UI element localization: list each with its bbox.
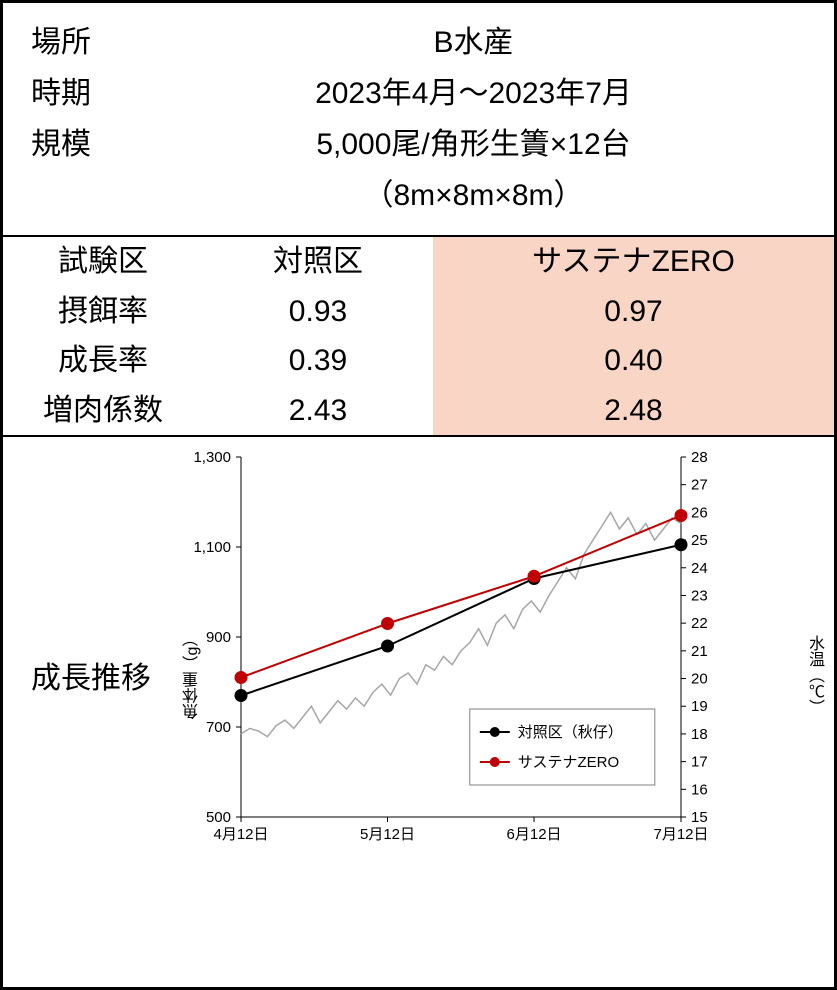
table-row: 摂餌率 0.93 0.97 [3,287,834,337]
table-row: 増肉係数 2.43 2.48 [3,386,834,436]
svg-text:700: 700 [206,719,231,736]
table-header-c: サステナZERO [433,237,834,287]
svg-text:18: 18 [691,726,708,743]
svg-text:17: 17 [691,754,708,771]
svg-text:900: 900 [206,629,231,646]
svg-text:19: 19 [691,698,708,715]
row0-a: 摂餌率 [3,287,203,337]
svg-text:22: 22 [691,615,708,632]
row0-c: 0.97 [433,287,834,337]
info-value-period: 2023年4月～2023年7月 [181,68,806,119]
svg-text:25: 25 [691,532,708,549]
data-table: 試験区 対照区 サステナZERO 摂餌率 0.93 0.97 成長率 0.39 … [3,237,834,437]
right-axis-title: 水温（℃） [802,635,826,715]
info-block: 場所 B水産 時期 2023年4月～2023年7月 規模 5,000尾/角形生簀… [3,3,834,237]
svg-text:21: 21 [691,643,708,660]
svg-text:500: 500 [206,809,231,826]
info-value-location: B水産 [181,17,806,68]
svg-text:27: 27 [691,477,708,494]
row2-a: 増肉係数 [3,386,203,436]
svg-text:16: 16 [691,781,708,798]
left-axis-title: 魚体重（g） [181,630,205,719]
growth-chart: 500 700 900 1,100 1,300 15 16 17 18 19 20 21 22 23 24 2… [171,437,741,877]
chart-block: 成長推移 魚体重（g） 水温（℃） 500 700 900 1,100 1,300 15 1… [3,437,834,912]
svg-text:5月12日: 5月12日 [360,826,415,843]
info-value-scale-sub: （8m×8m×8m） [181,170,806,221]
svg-text:26: 26 [691,504,708,521]
info-row-scale: 規模 5,000尾/角形生簀×12台 [31,119,806,170]
row1-b: 0.39 [203,336,433,386]
table-header-row: 試験区 対照区 サステナZERO [3,237,834,287]
svg-text:23: 23 [691,587,708,604]
table-header-a: 試験区 [3,237,203,287]
info-label-location: 場所 [31,17,181,68]
chart-label: 成長推移 [3,653,171,697]
svg-text:対照区（秋仔）: 対照区（秋仔） [518,724,623,741]
row1-a: 成長率 [3,336,203,386]
svg-text:28: 28 [691,449,708,466]
chart-area: 魚体重（g） 水温（℃） 500 700 900 1,100 1,300 15 16 17 18… [171,437,834,912]
info-row-location: 場所 B水産 [31,17,806,68]
svg-text:24: 24 [691,560,708,577]
svg-text:6月12日: 6月12日 [507,826,562,843]
row0-b: 0.93 [203,287,433,337]
svg-text:1,100: 1,100 [193,539,231,556]
svg-text:15: 15 [691,809,708,826]
row1-c: 0.40 [433,336,834,386]
table-header-b: 対照区 [203,237,433,287]
svg-text:1,300: 1,300 [193,449,231,466]
info-row-period: 時期 2023年4月～2023年7月 [31,68,806,119]
info-label-scale: 規模 [31,119,181,170]
info-value-scale: 5,000尾/角形生簀×12台 [181,119,806,170]
info-label-period: 時期 [31,68,181,119]
row2-c: 2.48 [433,386,834,436]
table-row: 成長率 0.39 0.40 [3,336,834,386]
svg-text:20: 20 [691,671,708,688]
page-root: 場所 B水産 時期 2023年4月～2023年7月 規模 5,000尾/角形生簀… [0,0,837,990]
svg-text:サステナZERO: サステナZERO [518,754,619,771]
row2-b: 2.43 [203,386,433,436]
svg-text:4月12日: 4月12日 [213,826,268,843]
svg-text:7月12日: 7月12日 [653,826,708,843]
